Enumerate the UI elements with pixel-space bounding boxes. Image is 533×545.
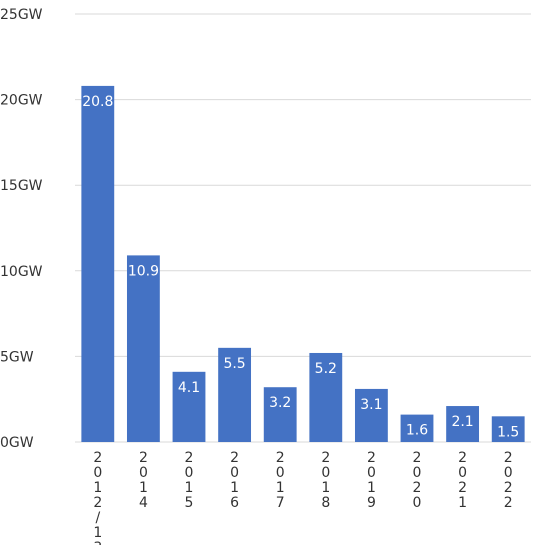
data-label: 2.1 xyxy=(451,414,473,430)
data-label: 1.5 xyxy=(497,424,519,440)
y-tick-label: 10GW xyxy=(0,264,43,280)
bar xyxy=(218,347,252,442)
bar xyxy=(400,414,434,442)
bar xyxy=(126,255,160,442)
bar xyxy=(491,416,525,442)
y-tick-label: 0GW xyxy=(0,435,34,451)
bar xyxy=(446,406,480,442)
y-tick-label: 5GW xyxy=(0,349,34,365)
bar xyxy=(81,85,115,443)
y-axis-tick-labels: 0GW 5GW 10GW 15GW 20GW 25GW xyxy=(0,7,43,451)
bar xyxy=(309,352,343,442)
y-tick-label: 20GW xyxy=(0,93,43,109)
data-labels: 20.8 10.9 4.1 5.5 3.2 5.2 3.1 1.6 2.1 1.5 xyxy=(82,94,519,440)
y-tick-label: 25GW xyxy=(0,7,43,23)
bar xyxy=(263,387,297,442)
data-label: 5.2 xyxy=(315,361,337,377)
data-label: 4.1 xyxy=(178,380,200,396)
data-label: 5.5 xyxy=(223,356,245,372)
data-label: 20.8 xyxy=(82,94,113,110)
data-label: 1.6 xyxy=(406,423,428,439)
bar xyxy=(354,388,388,442)
data-label: 3.1 xyxy=(360,397,382,413)
bar xyxy=(172,371,206,442)
y-tick-label: 15GW xyxy=(0,178,43,194)
bars xyxy=(81,85,525,443)
data-label: 3.2 xyxy=(269,395,291,411)
data-label: 10.9 xyxy=(128,263,159,279)
